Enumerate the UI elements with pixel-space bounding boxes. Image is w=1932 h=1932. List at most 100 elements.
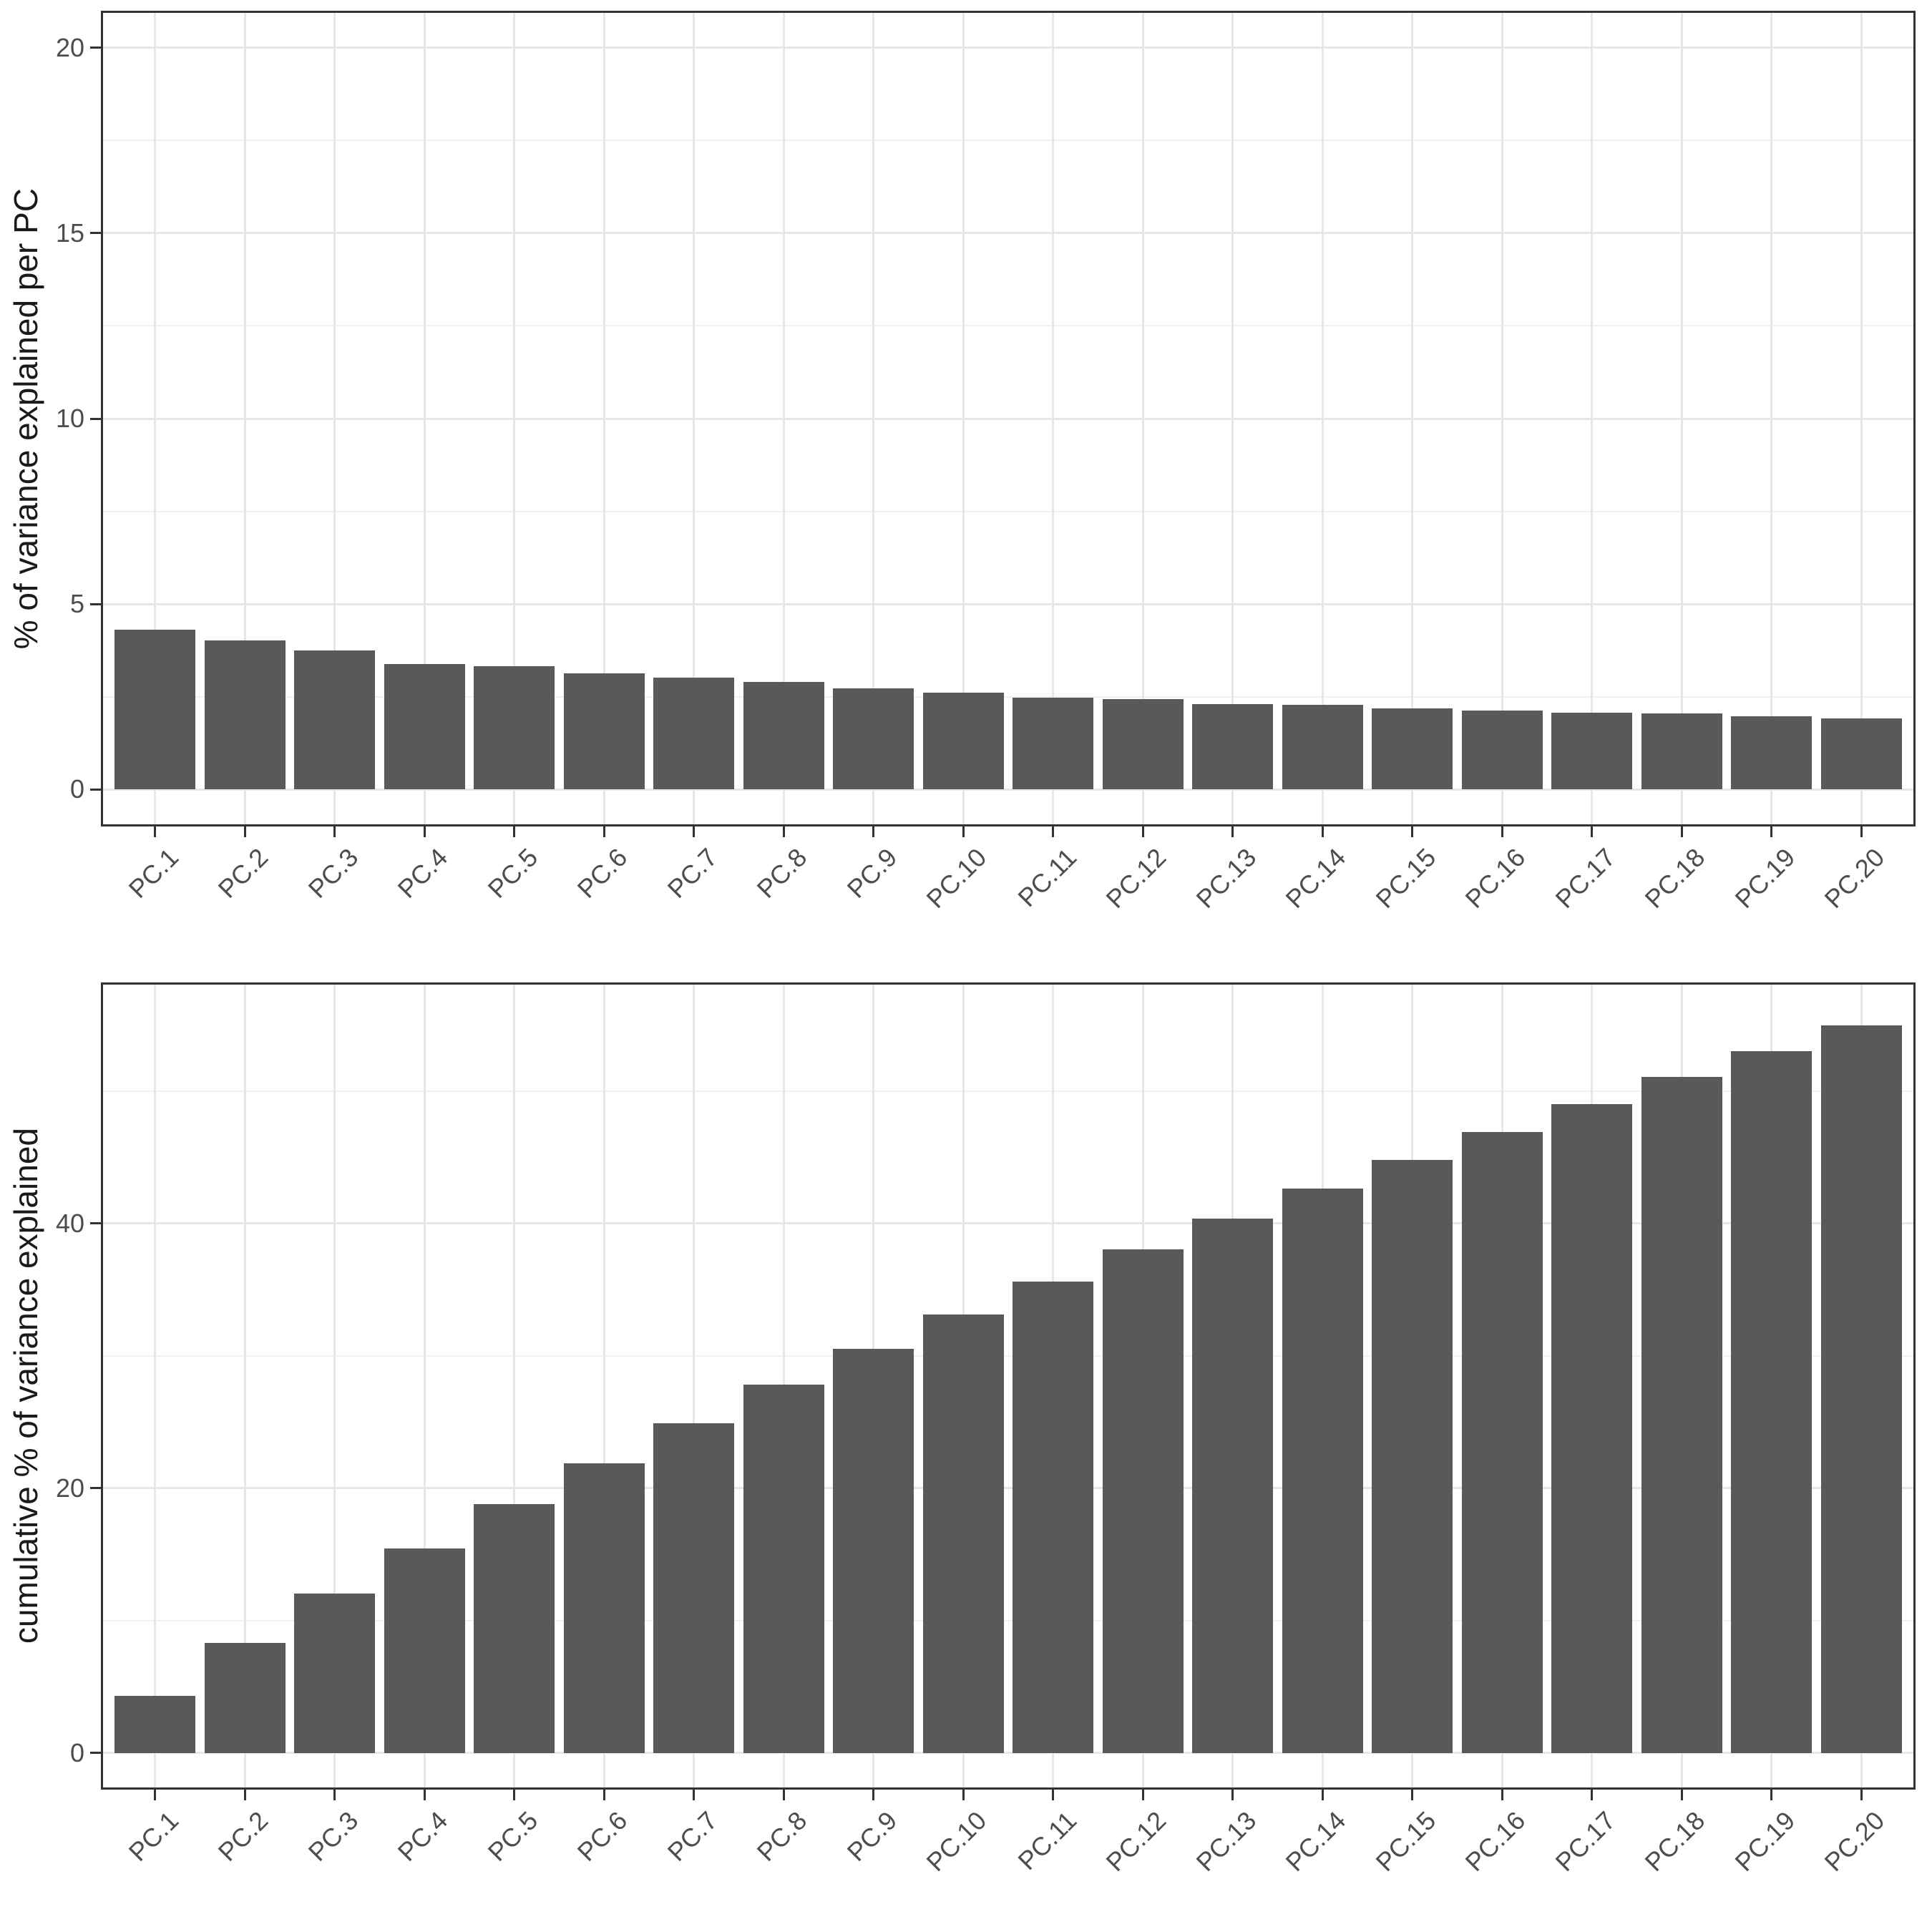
- x-tick-PC.12: [1141, 826, 1144, 837]
- bar-PC.20: [1820, 718, 1902, 790]
- x-tick-label-PC.7: PC.7: [661, 1805, 760, 1867]
- x-tick-label-PC.6: PC.6: [572, 1805, 670, 1867]
- gridline-x-PC.7: [693, 11, 696, 826]
- bar-PC.4: [384, 1548, 465, 1753]
- gridline-minor-y12.5: [101, 325, 1916, 327]
- gridline-x-PC.2: [243, 11, 246, 826]
- x-tick-label-PC.18: PC.18: [1639, 1805, 1762, 1877]
- y-tick-label-20: 20: [55, 1473, 84, 1503]
- gridline-x-PC.20: [1860, 11, 1863, 826]
- gridline-minor-y17.5: [101, 140, 1916, 142]
- bar-PC.8: [743, 682, 824, 790]
- bar-PC.15: [1372, 1159, 1453, 1753]
- x-tick-PC.15: [1411, 1790, 1414, 1800]
- gridline-x-PC.8: [782, 11, 785, 826]
- y-tick-label-10: 10: [55, 404, 84, 433]
- y-tick-label-5: 5: [69, 589, 84, 619]
- x-tick-label-PC.4: PC.4: [392, 1805, 490, 1867]
- y-tick-label-0: 0: [69, 1737, 84, 1767]
- x-tick-PC.2: [243, 1790, 246, 1800]
- bar-PC.5: [474, 665, 555, 790]
- x-tick-PC.20: [1860, 826, 1863, 837]
- bar-PC.1: [114, 629, 196, 790]
- x-tick-PC.4: [423, 826, 426, 837]
- bar-PC.3: [294, 1593, 376, 1753]
- bar-PC.18: [1641, 1077, 1722, 1753]
- gridline-x-PC.19: [1770, 11, 1773, 826]
- x-tick-PC.14: [1321, 826, 1324, 837]
- x-tick-PC.6: [602, 826, 605, 837]
- bar-PC.12: [1102, 1249, 1184, 1753]
- x-tick-label-PC.5: PC.5: [482, 1805, 580, 1867]
- x-tick-PC.5: [513, 1790, 516, 1800]
- x-tick-PC.7: [693, 1790, 696, 1800]
- gridline-x-PC.13: [1231, 11, 1234, 826]
- gridline-minor-y2.5: [101, 696, 1916, 698]
- gridline-major-y40: [101, 1222, 1916, 1225]
- bar-PC.9: [833, 1348, 914, 1753]
- x-tick-label-PC.19: PC.19: [1729, 1805, 1852, 1877]
- x-tick-PC.8: [782, 826, 785, 837]
- x-tick-label-PC.10: PC.10: [921, 1805, 1043, 1877]
- bar-PC.19: [1731, 716, 1813, 790]
- x-tick-label-PC.17: PC.17: [1549, 1805, 1672, 1877]
- gridline-x-PC.4: [423, 982, 426, 1790]
- x-tick-PC.14: [1321, 1790, 1324, 1800]
- x-tick-PC.6: [602, 1790, 605, 1800]
- x-tick-PC.5: [513, 826, 516, 837]
- x-tick-PC.10: [962, 1790, 965, 1800]
- gridline-x-PC.11: [1052, 11, 1055, 826]
- bar-PC.5: [474, 1504, 555, 1753]
- y-tick-label-20: 20: [55, 32, 84, 62]
- x-tick-PC.15: [1411, 826, 1414, 837]
- bar-PC.16: [1461, 1131, 1543, 1753]
- y-tick-20: [90, 1487, 101, 1490]
- gridline-major-y20: [101, 1487, 1916, 1490]
- bar-PC.14: [1282, 705, 1363, 790]
- gridline-major-y5: [101, 602, 1916, 605]
- gridline-minor-y10: [101, 1619, 1916, 1621]
- x-tick-PC.7: [693, 826, 696, 837]
- bar-PC.14: [1282, 1189, 1363, 1753]
- x-tick-label-PC.14: PC.14: [1280, 1805, 1402, 1877]
- gridline-major-y10: [101, 417, 1916, 420]
- bar-PC.6: [563, 1463, 645, 1753]
- x-tick-PC.13: [1231, 1790, 1234, 1800]
- gridline-x-PC.15: [1411, 11, 1414, 826]
- y-tick-20: [90, 47, 101, 49]
- x-tick-PC.16: [1501, 826, 1503, 837]
- gridline-x-PC.1: [154, 982, 157, 1790]
- y-tick-40: [90, 1222, 101, 1225]
- bar-PC.17: [1551, 1104, 1633, 1753]
- bar-PC.10: [922, 693, 1004, 790]
- bar-PC.9: [833, 688, 914, 790]
- x-tick-label-PC.16: PC.16: [1460, 1805, 1582, 1877]
- bar-PC.10: [922, 1314, 1004, 1753]
- x-tick-label-PC.9: PC.9: [841, 1805, 940, 1867]
- x-tick-PC.10: [962, 826, 965, 837]
- x-tick-label-PC.1: PC.1: [122, 1805, 221, 1867]
- x-tick-label-text-PC.1: PC.1: [122, 1805, 185, 1867]
- gridline-x-PC.12: [1141, 11, 1144, 826]
- gridline-x-PC.3: [333, 11, 336, 826]
- x-tick-label-PC.15: PC.15: [1370, 1805, 1493, 1877]
- x-tick-PC.2: [243, 826, 246, 837]
- x-tick-label-text-PC.6: PC.6: [571, 1805, 633, 1867]
- x-tick-PC.9: [872, 826, 875, 837]
- bar-PC.7: [653, 1423, 735, 1753]
- x-tick-label-text-PC.4: PC.4: [391, 1805, 454, 1867]
- x-tick-PC.13: [1231, 826, 1234, 837]
- x-tick-PC.20: [1860, 1790, 1863, 1800]
- x-tick-label-PC.8: PC.8: [751, 1805, 849, 1867]
- gridline-x-PC.5: [513, 982, 516, 1790]
- bar-PC.6: [563, 673, 645, 790]
- bar-PC.7: [653, 677, 735, 790]
- gridline-major-y0: [101, 788, 1916, 791]
- y-tick-0: [90, 788, 101, 791]
- gridline-x-PC.18: [1680, 11, 1683, 826]
- y-tick-label-40: 40: [55, 1208, 84, 1238]
- x-tick-PC.4: [423, 1790, 426, 1800]
- x-tick-label-PC.20: PC.20: [1819, 1805, 1932, 1877]
- x-tick-label-text-PC.8: PC.8: [751, 1805, 813, 1867]
